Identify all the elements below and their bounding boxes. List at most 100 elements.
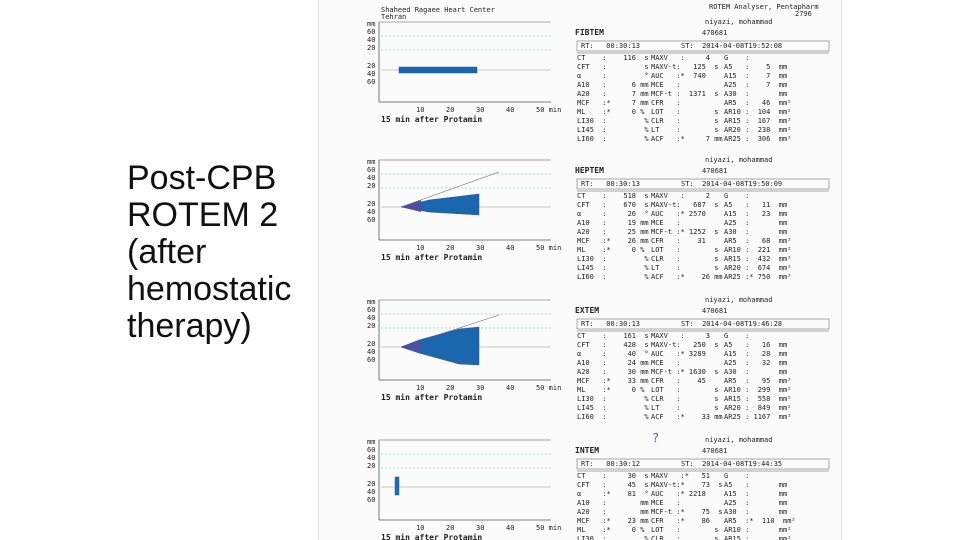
parameter-row: LI30 : %	[577, 395, 649, 403]
y-label: 20	[367, 322, 376, 330]
run-time: RT: 00:30:13	[581, 42, 641, 50]
center-name: Shaheed Ragaee Heart Center	[381, 6, 495, 14]
parameter-row: CT : 116 s	[577, 54, 649, 62]
parameter-row: LT : s	[651, 126, 719, 134]
x-label: 40	[506, 244, 515, 252]
parameter-row: AR5 : 68 mm²	[724, 237, 792, 245]
parameter-row: AR5 : 95 mm²	[724, 377, 792, 385]
y-label: 20	[367, 462, 376, 470]
parameter-row: A10 : 19 mm	[577, 219, 649, 227]
parameter-row: CFR :* 86	[651, 517, 711, 525]
parameter-row: MCF :* 23 mm	[577, 517, 649, 525]
rt-box	[576, 458, 830, 470]
y-label: 20	[367, 200, 376, 208]
parameter-row: MAXV-t:* 73 s	[651, 481, 723, 489]
graph-caption: 15 min after Protamin	[381, 115, 483, 124]
parameter-row: LI60 : %	[577, 135, 649, 143]
parameter-row: ML :* 0 %	[577, 386, 645, 394]
parameter-row: MAXV-t: 250 s	[651, 341, 719, 349]
y-label: mm	[367, 298, 376, 306]
title-line: (after	[127, 233, 207, 271]
parameter-row: A5 : 11 mm	[724, 201, 788, 209]
start-time: ST: 2014-04-08T19:50:09	[681, 180, 783, 188]
test-name: FIBTEM	[575, 28, 604, 37]
parameter-row: A25 : mm	[724, 219, 788, 227]
x-label: 50 min	[536, 524, 562, 532]
slide-title: Post-CPB ROTEM 2 (after hemostatic therapy)	[127, 160, 291, 345]
parameter-row: α : 40 °	[577, 350, 649, 358]
x-label: 40	[506, 106, 515, 114]
run-time: RT: 00:30:13	[581, 320, 641, 328]
parameter-row: ACF :* 26 mm	[651, 273, 723, 281]
x-label: 20	[446, 106, 455, 114]
parameter-row: MCF :* 7 mm	[577, 99, 649, 107]
parameter-row: MAXV : 3	[651, 332, 711, 340]
parameter-row: MCE :	[651, 219, 681, 227]
parameter-row: AUC :* 2570	[651, 210, 706, 218]
y-label: 60	[367, 496, 376, 504]
parameter-row: CFT : 670 s	[577, 201, 649, 209]
report-graphics	[378, 21, 830, 521]
parameter-row: ML :* 0 %	[577, 108, 645, 116]
x-label: 20	[446, 524, 455, 532]
parameter-row: A25 : 7 mm	[724, 81, 788, 89]
y-label: 40	[367, 208, 376, 216]
parameter-row: ML :* 0 %	[577, 246, 645, 254]
patient-name: niyazi, mohammad	[705, 436, 773, 444]
parameter-row: A30 : mm	[724, 508, 788, 516]
test-name: HEPTEM	[575, 166, 604, 175]
parameter-row: CT : 30 s	[577, 472, 649, 480]
patient-name: niyazi, mohammad	[705, 296, 773, 304]
run-time: RT: 00:30:13	[581, 180, 641, 188]
parameter-row: AR15 : 432 mm²	[724, 255, 792, 263]
x-label: 10	[416, 106, 425, 114]
parameter-row: A20 : mm	[577, 508, 649, 516]
parameter-row: MAXV-t: 687 s	[651, 201, 719, 209]
y-label: 60	[367, 446, 376, 454]
parameter-row: A15 : 23 mm	[724, 210, 788, 218]
parameter-row: CFR : 45	[651, 377, 706, 385]
x-label: 50 min	[536, 106, 562, 114]
parameter-row: A15 : 28 mm	[724, 350, 788, 358]
y-label: 60	[367, 78, 376, 86]
parameter-row: CT : 518 s	[577, 192, 649, 200]
y-label: mm	[367, 438, 376, 446]
y-label: 40	[367, 488, 376, 496]
parameter-row: LI30 : %	[577, 255, 649, 263]
parameter-row: A10 : mm	[577, 499, 649, 507]
y-label: 60	[367, 306, 376, 314]
parameter-row: AR25 : 306 mm²	[724, 135, 792, 143]
parameter-row: CLR : s	[651, 117, 719, 125]
parameter-row: MCF-t :* 1252 s	[651, 228, 719, 236]
parameter-row: A15 : 7 mm	[724, 72, 788, 80]
parameter-row: ML :* 0 %	[577, 526, 645, 534]
parameter-row: A25 : 32 mm	[724, 359, 788, 367]
parameter-row: AR10 : 104 mm²	[724, 108, 792, 116]
rt-box	[576, 40, 830, 52]
parameter-row: MCE :	[651, 81, 681, 89]
parameter-row: CLR : s	[651, 255, 719, 263]
y-label: 40	[367, 174, 376, 182]
graph-caption: 15 min after Protamin	[381, 393, 483, 402]
parameter-row: A10 : 24 mm	[577, 359, 649, 367]
parameter-row: MCF-t : 1371 s	[651, 90, 719, 98]
parameter-row: α : °	[577, 72, 649, 80]
x-label: 20	[446, 384, 455, 392]
rt-box	[576, 318, 830, 330]
clot-trace-early	[401, 200, 421, 212]
parameter-row: LT : s	[651, 264, 719, 272]
parameter-row: A20 : 25 mm	[577, 228, 649, 236]
patient-id: 470681	[702, 447, 728, 455]
parameter-row: AR20 : 849 mm²	[724, 404, 792, 412]
y-label: 20	[367, 182, 376, 190]
parameter-row: LT : s	[651, 404, 719, 412]
parameter-row: A10 : 6 mm	[577, 81, 649, 89]
parameter-row: α :* 81 °	[577, 490, 649, 498]
x-label: 20	[446, 244, 455, 252]
patient-id: 470681	[702, 167, 728, 175]
graph-caption: 15 min after Protamin	[381, 253, 483, 262]
parameter-row: AR10 : 221 mm²	[724, 246, 792, 254]
parameter-row: AR5 : 46 mm²	[724, 99, 792, 107]
parameter-row: A30 : mm	[724, 90, 788, 98]
parameter-row: CFR :	[651, 99, 681, 107]
